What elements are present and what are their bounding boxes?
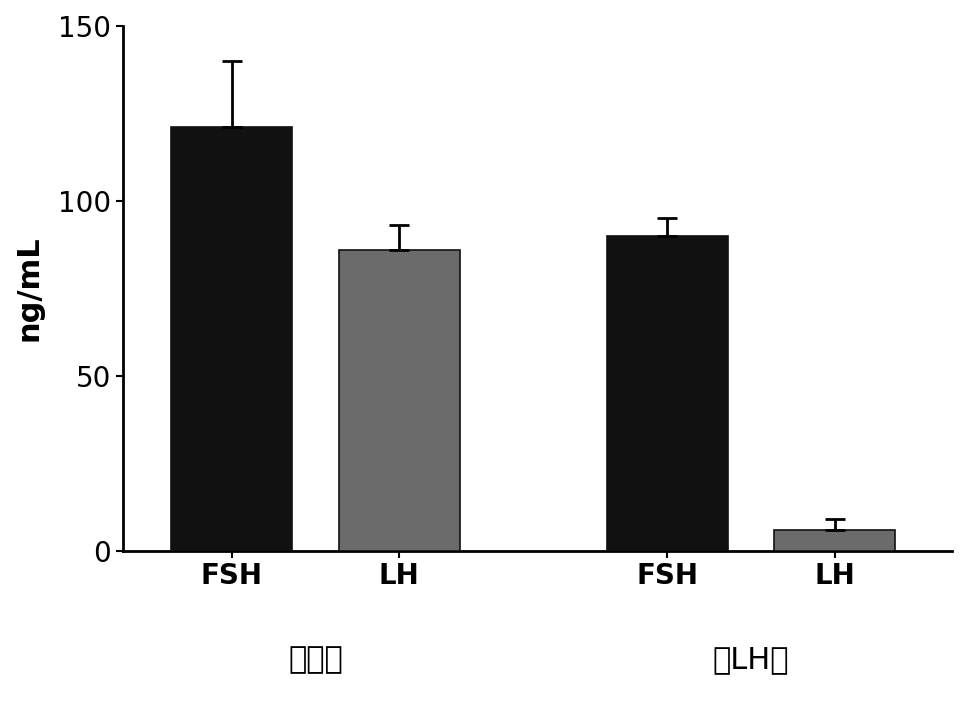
Bar	[171, 128, 292, 551]
Bar	[775, 530, 895, 551]
Y-axis label: ng/mL: ng/mL	[15, 236, 44, 341]
Text: 去LH后: 去LH后	[713, 645, 789, 674]
Bar	[607, 236, 727, 551]
Bar	[338, 250, 459, 551]
Text: 浓缩后: 浓缩后	[288, 645, 343, 674]
